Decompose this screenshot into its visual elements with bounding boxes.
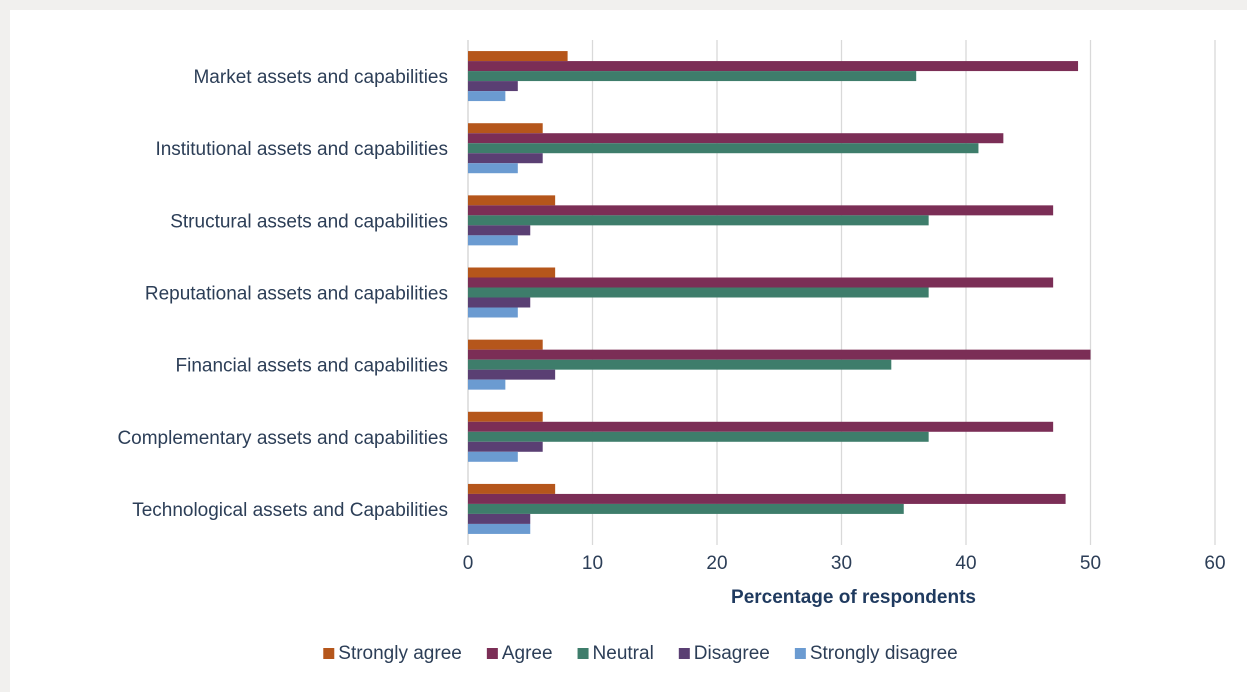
bar-neutral bbox=[468, 71, 917, 82]
category-labels: Market assets and capabilities Institutio… bbox=[117, 67, 448, 521]
category-label: Technological assets and Capabilities bbox=[132, 500, 448, 521]
category-label: Financial assets and capabilities bbox=[176, 356, 449, 377]
x-tick-labels: 0 10 20 30 40 50 60 bbox=[463, 553, 1226, 574]
legend-label: Neutral bbox=[593, 643, 654, 664]
bar-strongly-agree bbox=[468, 483, 556, 494]
legend-label: Agree bbox=[502, 643, 553, 664]
bar-strongly-agree bbox=[468, 411, 543, 422]
legend-swatch bbox=[577, 648, 589, 659]
legend-swatch bbox=[794, 648, 806, 659]
bar-agree bbox=[468, 205, 1054, 216]
category-label: Structural assets and capabilities bbox=[170, 211, 448, 232]
legend-label: Disagree bbox=[694, 643, 770, 664]
legend-swatch bbox=[678, 648, 690, 659]
bar-strongly-disagree bbox=[468, 379, 506, 390]
bar-strongly-disagree bbox=[468, 307, 518, 318]
bar-disagree bbox=[468, 81, 518, 92]
category-label: Market assets and capabilities bbox=[193, 67, 448, 88]
category-label: Complementary assets and capabilities bbox=[117, 428, 448, 449]
x-axis-title: Percentage of respondents bbox=[731, 587, 976, 608]
bar-disagree bbox=[468, 153, 543, 164]
bar-agree bbox=[468, 277, 1054, 288]
x-tick-label: 60 bbox=[1204, 553, 1225, 574]
bar-disagree bbox=[468, 369, 556, 380]
bar-disagree bbox=[468, 513, 531, 524]
bar-disagree bbox=[468, 441, 543, 452]
legend-label: Strongly agree bbox=[338, 643, 462, 664]
bar-agree bbox=[468, 349, 1091, 360]
legend-swatch bbox=[486, 648, 498, 659]
x-tick-label: 0 bbox=[463, 553, 474, 574]
bar-strongly-agree bbox=[468, 267, 556, 278]
category-label: Reputational assets and capabilities bbox=[145, 284, 448, 305]
bar-strongly-disagree bbox=[468, 163, 518, 174]
legend: Strongly agree Agree Neutral Disagree Strong… bbox=[323, 643, 958, 664]
bar-neutral bbox=[468, 143, 979, 154]
bar-neutral bbox=[468, 215, 929, 226]
bar-neutral bbox=[468, 431, 929, 442]
x-tick-label: 50 bbox=[1080, 553, 1101, 574]
x-tick-label: 30 bbox=[831, 553, 852, 574]
bar-strongly-disagree bbox=[468, 523, 531, 534]
bar-disagree bbox=[468, 297, 531, 308]
bar-strongly-agree bbox=[468, 51, 568, 62]
bar-neutral bbox=[468, 287, 929, 298]
bar-strongly-agree bbox=[468, 339, 543, 350]
bar-strongly-agree bbox=[468, 195, 556, 206]
bars bbox=[468, 51, 1091, 534]
bar-neutral bbox=[468, 503, 904, 514]
bar-chart: Market assets and capabilities Institutio… bbox=[117, 40, 1226, 664]
bar-agree bbox=[468, 493, 1066, 504]
bar-disagree bbox=[468, 225, 531, 236]
legend-swatch bbox=[323, 648, 335, 659]
x-tick-label: 20 bbox=[706, 553, 727, 574]
x-tick-label: 40 bbox=[955, 553, 976, 574]
legend-label: Strongly disagree bbox=[810, 643, 958, 664]
bar-strongly-disagree bbox=[468, 235, 518, 246]
bar-agree bbox=[468, 421, 1054, 432]
bar-agree bbox=[468, 61, 1079, 72]
bar-strongly-disagree bbox=[468, 91, 506, 102]
category-label: Institutional assets and capabilities bbox=[155, 139, 448, 160]
x-tick-label: 10 bbox=[582, 553, 603, 574]
bar-neutral bbox=[468, 359, 892, 370]
bar-strongly-agree bbox=[468, 123, 543, 134]
bar-strongly-disagree bbox=[468, 451, 518, 462]
bar-agree bbox=[468, 133, 1004, 144]
chart-card: Market assets and capabilities Institutio… bbox=[10, 10, 1247, 692]
